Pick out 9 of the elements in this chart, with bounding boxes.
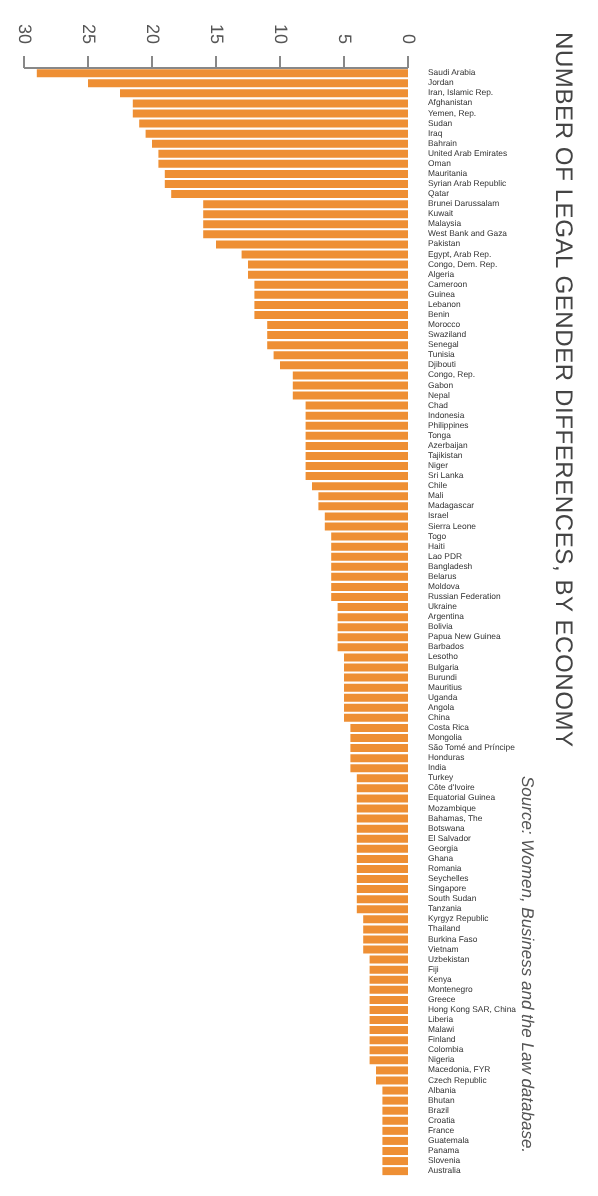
x-tick-label: 30 <box>15 23 36 44</box>
x-tick-label: 25 <box>79 23 100 44</box>
x-tick-label: 10 <box>271 23 292 44</box>
x-tick-label: 15 <box>207 23 228 44</box>
source-note: Source: Women, Business and the Law database. <box>518 776 538 1154</box>
x-tick-label: 0 <box>399 33 420 44</box>
x-tick-label: 20 <box>143 23 164 44</box>
text: NUMBER OF LEGAL GENDER DIFFERENCES, BY ECONOMY <box>550 32 578 748</box>
x-tick-label: 5 <box>335 33 356 44</box>
